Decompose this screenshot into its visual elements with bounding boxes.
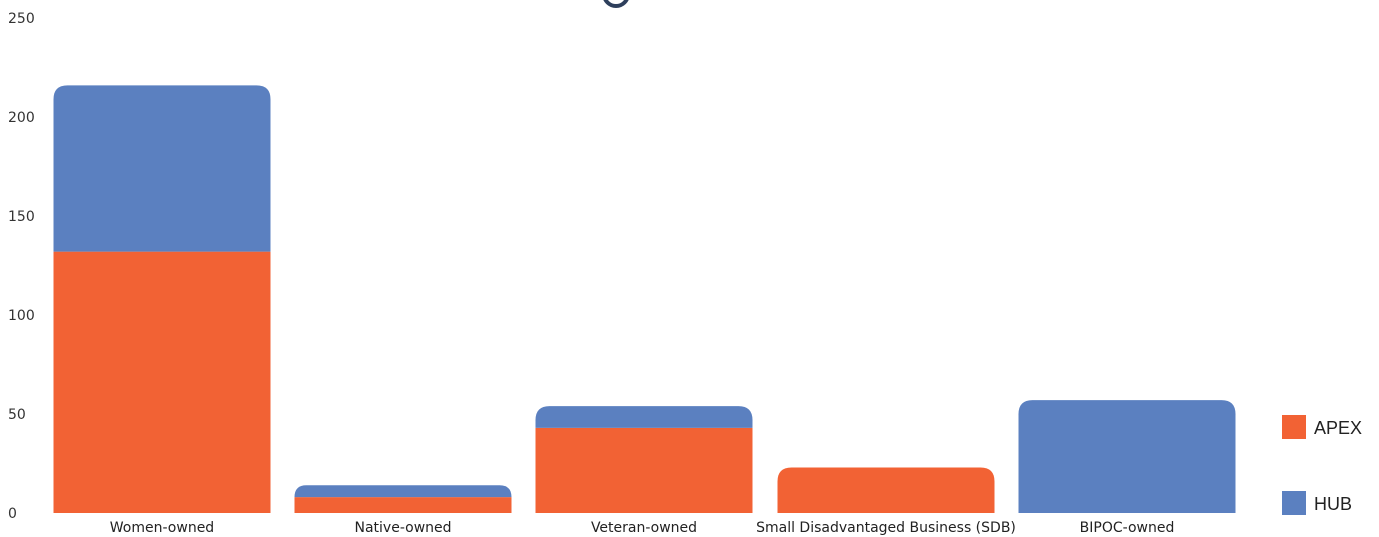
legend-swatch-hub: [1282, 491, 1306, 515]
legend: APEX HUB: [1282, 415, 1362, 515]
bar-hub-4: [1018, 400, 1236, 513]
y-tick-label: 50: [8, 407, 26, 423]
bar-hub-0: [53, 85, 271, 252]
x-category-label: Women-owned: [110, 520, 214, 536]
bar-apex-1: [294, 497, 512, 513]
bar-apex-3: [777, 467, 995, 513]
loading-spinner-icon: [603, 0, 629, 8]
y-tick-label: 100: [8, 308, 35, 324]
x-axis: Women-owned Native-owned Veteran-owned Smal…: [110, 520, 1175, 536]
bars: [53, 85, 1236, 513]
bar-hub-2: [535, 406, 753, 428]
legend-label-hub: HUB: [1314, 494, 1352, 514]
bar-apex-2: [535, 427, 753, 513]
bar-hub-1: [294, 485, 512, 498]
legend-label-apex: APEX: [1314, 418, 1362, 438]
y-axis: 0 50 100 150 200 250: [8, 11, 35, 522]
y-tick-label: 200: [8, 110, 35, 126]
y-tick-label: 0: [8, 506, 17, 522]
legend-swatch-apex: [1282, 415, 1306, 439]
x-category-label: Veteran-owned: [591, 520, 697, 536]
y-tick-label: 250: [8, 11, 35, 27]
y-tick-label: 150: [8, 209, 35, 225]
x-category-label: Small Disadvantaged Business (SDB): [756, 520, 1016, 536]
x-category-label: Native-owned: [354, 520, 451, 536]
x-category-label: BIPOC-owned: [1080, 520, 1175, 536]
bar-apex-0: [53, 251, 271, 513]
